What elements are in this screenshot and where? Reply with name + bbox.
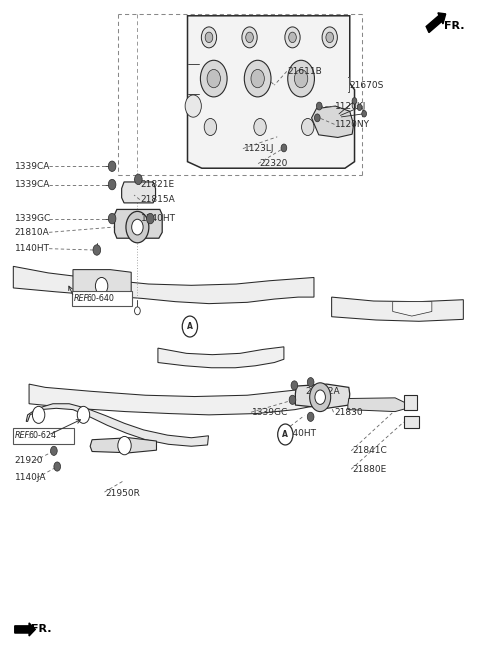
Text: 22320: 22320 — [259, 159, 288, 168]
Circle shape — [132, 219, 143, 235]
Text: REF.: REF. — [73, 294, 90, 303]
Text: 1120NY: 1120NY — [336, 120, 371, 129]
Circle shape — [278, 424, 293, 445]
Circle shape — [315, 390, 325, 405]
Circle shape — [185, 95, 201, 117]
Text: 1140JA: 1140JA — [15, 473, 46, 482]
Polygon shape — [348, 398, 405, 411]
Text: 1120KJ: 1120KJ — [336, 102, 367, 110]
Circle shape — [54, 462, 60, 471]
Circle shape — [33, 406, 45, 423]
Text: 1140HT: 1140HT — [141, 214, 176, 223]
Circle shape — [200, 60, 227, 97]
Text: 1123LJ: 1123LJ — [244, 144, 274, 153]
Circle shape — [326, 32, 334, 43]
Text: 1339CA: 1339CA — [15, 162, 50, 171]
Circle shape — [362, 110, 367, 117]
Polygon shape — [13, 266, 314, 304]
Circle shape — [289, 396, 296, 405]
Text: REF.: REF. — [15, 431, 32, 440]
Text: 21920: 21920 — [15, 456, 43, 465]
Circle shape — [288, 60, 314, 97]
Text: 1339CA: 1339CA — [15, 180, 50, 189]
Polygon shape — [295, 384, 350, 408]
Text: 60-640: 60-640 — [86, 294, 114, 303]
Text: 21815A: 21815A — [141, 195, 176, 204]
Circle shape — [204, 118, 216, 135]
Text: 21830: 21830 — [335, 408, 363, 417]
Text: 1339GC: 1339GC — [15, 214, 51, 223]
FancyArrow shape — [15, 623, 35, 636]
Polygon shape — [121, 182, 156, 203]
Polygon shape — [393, 302, 432, 316]
Circle shape — [310, 383, 331, 411]
Text: 1140HT: 1140HT — [282, 428, 317, 438]
Circle shape — [207, 70, 220, 88]
Circle shape — [242, 27, 257, 48]
Polygon shape — [188, 16, 355, 168]
Text: A: A — [187, 322, 193, 331]
Text: A: A — [282, 430, 288, 439]
Circle shape — [134, 174, 142, 185]
Circle shape — [182, 316, 198, 337]
Circle shape — [134, 307, 140, 315]
Text: 21670S: 21670S — [350, 81, 384, 89]
Circle shape — [77, 406, 90, 423]
Circle shape — [281, 144, 287, 152]
FancyArrow shape — [426, 13, 446, 33]
Text: FR.: FR. — [32, 624, 52, 635]
Circle shape — [201, 27, 216, 48]
Text: 21810A: 21810A — [15, 228, 49, 237]
Circle shape — [322, 27, 337, 48]
Polygon shape — [29, 384, 315, 415]
Polygon shape — [158, 347, 284, 368]
Circle shape — [352, 98, 357, 104]
Text: 21950R: 21950R — [106, 489, 140, 498]
Text: FR.: FR. — [444, 21, 465, 32]
Text: 21821E: 21821E — [141, 180, 175, 189]
Circle shape — [316, 102, 322, 110]
Circle shape — [288, 32, 296, 43]
Circle shape — [246, 32, 253, 43]
Circle shape — [357, 104, 362, 110]
Circle shape — [108, 179, 116, 190]
Circle shape — [126, 212, 149, 243]
Circle shape — [96, 277, 108, 294]
Text: 1339GC: 1339GC — [252, 408, 288, 417]
Circle shape — [314, 114, 320, 122]
Bar — [404, 396, 417, 409]
Text: 1140HT: 1140HT — [15, 244, 50, 253]
Polygon shape — [312, 106, 354, 137]
Text: 21880E: 21880E — [352, 464, 386, 474]
Circle shape — [108, 161, 116, 171]
Circle shape — [291, 381, 298, 390]
Circle shape — [205, 32, 213, 43]
Polygon shape — [26, 404, 208, 446]
FancyBboxPatch shape — [13, 428, 74, 443]
Circle shape — [50, 446, 57, 455]
Bar — [404, 416, 420, 428]
Circle shape — [93, 245, 101, 255]
Text: 21872A: 21872A — [306, 388, 340, 396]
Circle shape — [307, 378, 314, 387]
Polygon shape — [73, 269, 131, 300]
Text: 21611B: 21611B — [288, 67, 323, 76]
Text: 60-624: 60-624 — [28, 431, 56, 440]
Circle shape — [301, 118, 314, 135]
FancyBboxPatch shape — [72, 290, 132, 306]
Text: 21841C: 21841C — [352, 446, 387, 455]
Circle shape — [294, 70, 308, 88]
Circle shape — [108, 214, 116, 224]
Polygon shape — [90, 438, 156, 453]
Polygon shape — [115, 210, 162, 238]
Circle shape — [244, 60, 271, 97]
Circle shape — [251, 70, 264, 88]
Polygon shape — [332, 297, 463, 321]
Circle shape — [254, 118, 266, 135]
Circle shape — [146, 214, 154, 224]
Circle shape — [307, 412, 314, 421]
Circle shape — [118, 436, 131, 455]
Circle shape — [285, 27, 300, 48]
